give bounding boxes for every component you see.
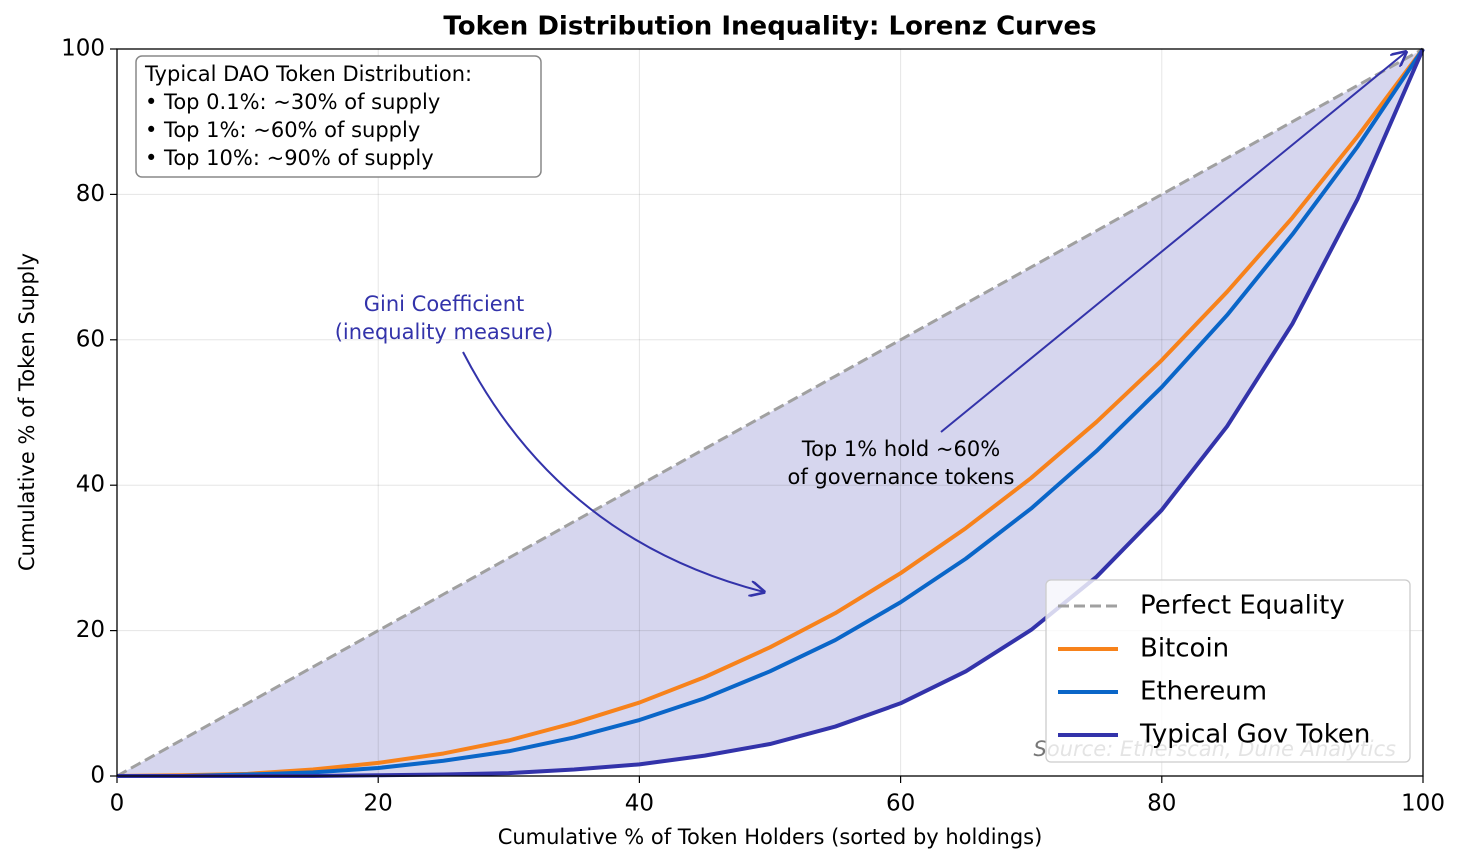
x-tick-label: 60 — [886, 791, 915, 817]
series-line — [117, 47, 1425, 778]
annotation-text: (inequality measure) — [335, 320, 554, 344]
y-tick-label: 40 — [76, 472, 105, 498]
x-axis-label: Cumulative % of Token Holders (sorted by… — [498, 825, 1043, 849]
annotation-text: Top 1% hold ~60% — [801, 437, 1000, 461]
info-text: • Top 10%: ~90% of supply — [145, 146, 434, 170]
info-box — [135, 55, 542, 178]
annotation-text: of governance tokens — [787, 465, 1014, 489]
annotation-text: Gini Coefficient — [364, 292, 525, 316]
plot-frame — [116, 48, 1424, 777]
x-tick-label: 0 — [110, 791, 125, 817]
x-tick-label: 40 — [625, 791, 654, 817]
series-line — [116, 47, 1425, 778]
y-tick-label: 80 — [76, 181, 105, 207]
x-tick-label: 80 — [1147, 791, 1176, 817]
y-tick-label: 100 — [61, 36, 105, 62]
x-tick-label: 20 — [364, 791, 393, 817]
y-tick-label: 20 — [76, 617, 105, 643]
info-text: Typical DAO Token Distribution: — [144, 62, 472, 86]
annotation-arrow — [940, 52, 1406, 433]
y-tick-label: 60 — [76, 326, 105, 352]
legend-box — [1045, 579, 1411, 763]
series-line — [116, 47, 1424, 778]
annotation-arrow — [462, 351, 764, 592]
y-axis-label: Cumulative % of Token Supply — [15, 253, 39, 571]
legend-label: Typical Gov Token — [1139, 720, 1370, 750]
legend-label: Bitcoin — [1140, 634, 1229, 664]
info-text: • Top 0.1%: ~30% of supply — [145, 90, 440, 114]
legend-label: Ethereum — [1140, 677, 1267, 707]
y-tick-label: 0 — [90, 763, 105, 789]
legend-label: Perfect Equality — [1140, 591, 1345, 621]
info-text: • Top 1%: ~60% of supply — [145, 118, 420, 142]
x-tick-label: 100 — [1401, 791, 1445, 817]
chart-title: Token Distribution Inequality: Lorenz Cu… — [443, 12, 1096, 42]
